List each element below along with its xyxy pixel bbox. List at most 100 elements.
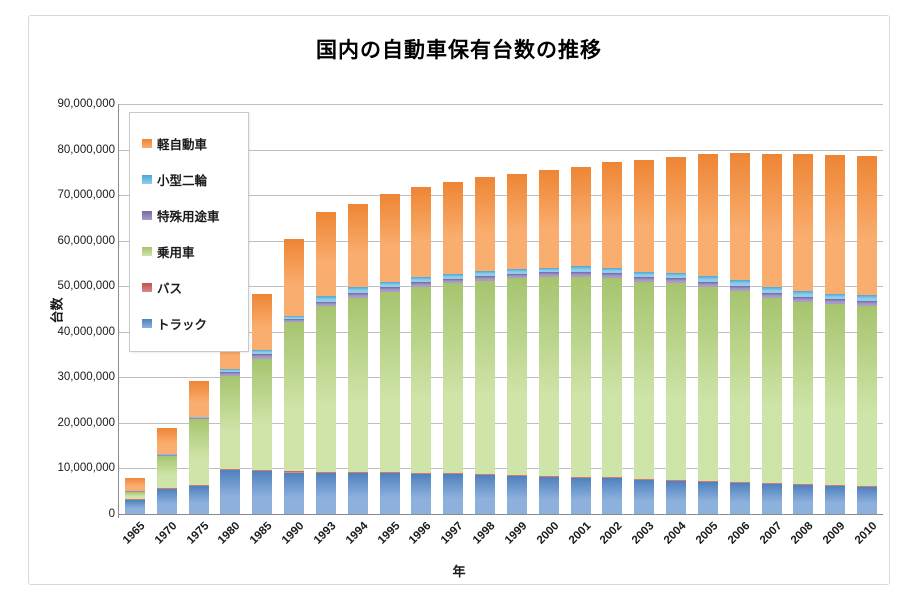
bar-segment-トラック — [825, 486, 846, 514]
bar-segment-特殊用途車 — [538, 272, 559, 277]
gridline — [119, 377, 883, 379]
chart-frame: 国内の自動車保有台数の推移 0 10,000,000 20,000,000 30,00… — [28, 15, 890, 585]
y-tick-label: 50,000,000 — [57, 280, 115, 293]
bar-segment-乗用車 — [506, 278, 527, 475]
bar-segment-トラック — [634, 480, 655, 514]
gridline — [119, 331, 883, 333]
bar-segment-乗用車 — [443, 283, 464, 474]
bar-segment-バス — [347, 472, 368, 474]
bar-segment-特殊用途車 — [506, 273, 527, 279]
y-axis-title: 台数 — [49, 297, 65, 324]
bar-segment-バス — [475, 473, 496, 475]
bar-segment-バス — [379, 472, 400, 474]
bar-segment-乗用車 — [411, 286, 432, 473]
y-tick-label: 90,000,000 — [57, 98, 115, 110]
bar-segment-トラック — [697, 482, 718, 514]
bar-1997 — [443, 104, 464, 514]
bar-segment-軽自動車 — [602, 162, 623, 268]
plot-area: 0 10,000,000 20,000,000 30,000,000 40,000,00… — [57, 98, 883, 547]
x-tick-label: 1996 — [407, 520, 434, 547]
legend-label: トラック — [157, 317, 208, 332]
bar-segment-軽自動車 — [697, 154, 718, 277]
bar-segment-特殊用途車 — [761, 293, 782, 299]
bar-segment-トラック — [156, 488, 177, 514]
bar-segment-軽自動車 — [634, 160, 655, 272]
gridline — [119, 286, 883, 288]
bar-segment-小型二輪 — [506, 269, 527, 274]
bar-segment-トラック — [666, 481, 687, 514]
bar-segment-トラック — [475, 474, 496, 514]
legend-swatch-icon — [142, 174, 152, 184]
legend-entry: 乗用車 — [142, 233, 238, 269]
bar-2008 — [793, 104, 814, 514]
bar-segment-小型二輪 — [697, 276, 718, 282]
bar-segment-小型二輪 — [411, 277, 432, 283]
bar-1975 — [188, 104, 209, 514]
legend-swatch-icon — [142, 210, 152, 220]
bar-segment-トラック — [506, 475, 527, 514]
bar-segment-小型二輪 — [284, 315, 305, 319]
legend-entry: トラック — [142, 305, 238, 341]
legend-entry: 特殊用途車 — [142, 197, 238, 233]
bar-1993 — [315, 104, 336, 514]
bar-segment-トラック — [793, 484, 814, 514]
bar-segment-乗用車 — [284, 322, 305, 472]
bar-segment-小型二輪 — [475, 271, 496, 277]
x-tick-label: 2007 — [757, 520, 785, 547]
bar-segment-乗用車 — [188, 419, 209, 486]
y-tick-label: 20,000,000 — [57, 416, 115, 429]
bar-2005 — [697, 104, 718, 514]
bar-segment-バス — [857, 486, 878, 488]
legend-label: バス — [157, 281, 183, 296]
bar-segment-軽自動車 — [379, 194, 400, 283]
x-tick-label: 1994 — [343, 520, 371, 547]
bar-segment-小型二輪 — [857, 295, 878, 301]
legend-swatch-icon — [142, 246, 152, 256]
bar-segment-小型二輪 — [188, 416, 209, 418]
bar-2006 — [729, 104, 750, 514]
bar-segment-トラック — [761, 483, 782, 514]
bar-segment-軽自動車 — [124, 477, 145, 491]
bar-segment-トラック — [411, 473, 432, 514]
bar-segment-小型二輪 — [379, 282, 400, 288]
bar-segment-小型二輪 — [761, 287, 782, 294]
bar-segment-軽自動車 — [315, 211, 336, 297]
legend-label: 軽自動車 — [157, 137, 208, 152]
bar-segment-特殊用途車 — [252, 354, 273, 359]
bar-segment-特殊用途車 — [857, 300, 878, 306]
bar-segment-トラック — [284, 472, 305, 514]
bar-segment-トラック — [188, 486, 209, 514]
bar-segment-小型二輪 — [570, 266, 591, 272]
bar-2010 — [857, 104, 878, 514]
bar-segment-特殊用途車 — [411, 282, 432, 287]
y-tick-label: 30,000,000 — [57, 371, 115, 384]
x-tick-label: 1990 — [279, 520, 307, 547]
bar-segment-乗用車 — [315, 306, 336, 473]
bar-segment-バス — [570, 476, 591, 478]
bar-segment-トラック — [729, 483, 750, 514]
chart-title: 国内の自動車保有台数の推移 — [316, 39, 602, 62]
gridline — [119, 468, 883, 470]
bar-segment-特殊用途車 — [475, 276, 496, 281]
bar-segment-小型二輪 — [156, 454, 177, 456]
bar-segment-トラック — [379, 473, 400, 514]
bar-1985 — [252, 104, 273, 514]
bar-segment-特殊用途車 — [284, 318, 305, 323]
legend: 軽自動車小型二輪特殊用途車 乗用車バストラック — [129, 112, 249, 352]
bar-segment-バス — [220, 468, 241, 470]
bar-segment-バス — [443, 473, 464, 475]
bar-segment-特殊用途車 — [793, 296, 814, 303]
bar-segment-乗用車 — [252, 358, 273, 471]
x-axis-line — [119, 514, 883, 515]
x-tick-label: 2006 — [725, 520, 753, 547]
x-tick-label: 2009 — [821, 520, 848, 547]
bar-segment-トラック — [443, 474, 464, 514]
bar-1995 — [379, 104, 400, 514]
bar-segment-乗用車 — [570, 276, 591, 477]
bar-segment-トラック — [570, 477, 591, 514]
legend-label: 小型二輪 — [157, 173, 208, 188]
bar-segment-小型二輪 — [793, 291, 814, 297]
x-axis-title: 年 — [452, 564, 466, 579]
x-tick-label: 1999 — [502, 520, 530, 547]
legend-swatch-icon — [142, 282, 152, 292]
